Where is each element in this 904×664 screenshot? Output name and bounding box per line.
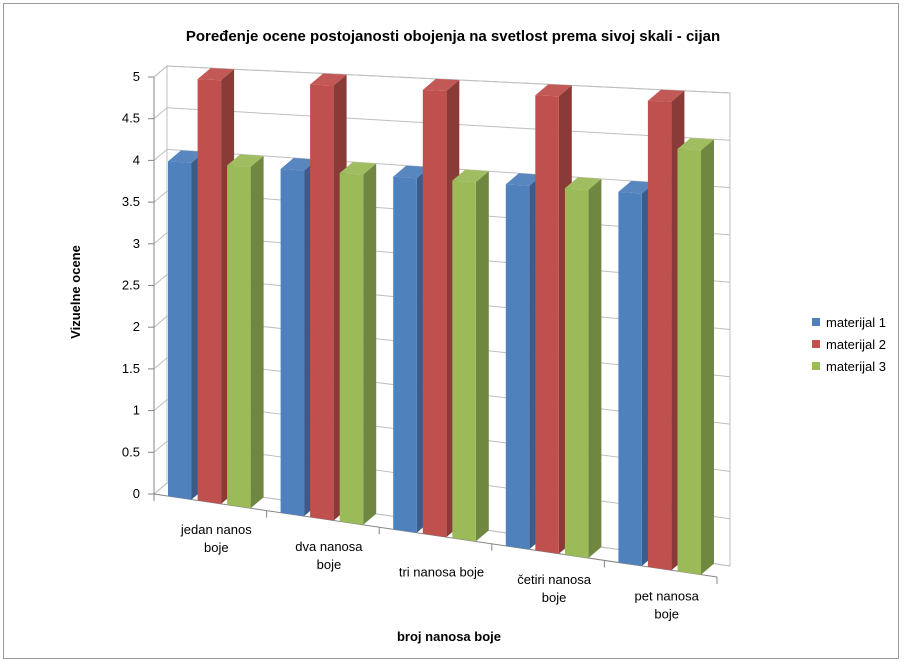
bar-group [393,78,489,542]
bars [168,68,714,575]
bar [227,154,264,509]
bar-top-face [618,180,655,194]
bar-top-face [422,78,460,91]
y-tick-label: 0 [133,486,140,501]
legend-item: materijal 2 [812,337,886,352]
bar-side-face [363,163,377,525]
y-tick-label: 5 [133,69,140,84]
bar-front-face [422,89,447,538]
bar [452,169,489,542]
y-axis-ticks: 0 0.5 1 1.5 2 2.5 3 3.5 4 4.5 5 [122,69,155,501]
x-category-label: tri nanosa boje [399,564,484,579]
bar-group [618,89,714,575]
bar-front-face [535,95,559,554]
y-tick-label: 4 [133,152,140,167]
legend-label: materijal 2 [826,337,886,352]
bar-side-face [475,171,489,542]
bar-front-face [393,176,417,533]
bar-top-face [280,158,318,171]
bar-group [505,84,602,559]
gridline [153,65,731,94]
bar-side-face [250,156,264,509]
x-category-label: jedan nanos [180,522,252,537]
y-tick-label: 4.5 [122,111,140,126]
y-tick-label: 1 [133,403,140,418]
bar-group [280,73,377,525]
bar [677,138,714,575]
bar-top-face [452,169,489,183]
bar-front-face [197,79,222,504]
legend-swatch [812,318,820,326]
bar-top-face [677,138,714,151]
legend-label: materijal 3 [826,359,886,374]
legend-item: materijal 3 [812,359,886,374]
legend-swatch [812,362,820,370]
x-category-label: pet nanosa [635,589,700,604]
bar-top-face [339,162,377,175]
bar-front-face [227,165,251,509]
legend-item: materijal 1 [812,315,886,330]
legend: materijal 1 materijal 2 materijal 3 [812,315,886,374]
bar-front-face [168,161,192,500]
bar-front-face [647,100,672,571]
y-tick-label: 2.5 [122,278,140,293]
bar-top-face [564,177,602,190]
x-category-label: dva nanosa [295,539,363,554]
bar-front-face [310,84,334,521]
bar-top-face [535,84,572,97]
x-category-label: četiri nanosa [517,572,591,587]
bar-top-face [647,89,685,102]
y-tick-label: 3 [133,236,140,251]
x-axis-title: broj nanosa boje [397,629,501,644]
bar-front-face [280,169,305,517]
x-category-label: boje [204,540,229,555]
bar-top-face [227,154,264,167]
bar [564,177,602,559]
y-tick-label: 3.5 [122,194,140,209]
chart-title: Poređenje ocene postojanosti obojenja na… [186,28,720,45]
x-category-label: boje [317,557,342,572]
x-axis-categories: jedan nanos boje dva nanosa boje tri nanosa … [180,522,700,621]
bar-top-face [197,68,235,81]
bar-front-face [339,173,364,525]
x-category-label: boje [654,607,679,622]
bar-front-face [618,191,642,566]
bar-front-face [677,149,701,575]
bar-chart: Poređenje ocene postojanosti obojenja na… [68,28,886,644]
x-category-label: boje [542,590,567,605]
y-tick-label: 2 [133,319,140,334]
legend-swatch [812,340,820,348]
y-axis-title: Vizuelne ocene [68,245,83,339]
bar-side-face [701,139,714,575]
bar-top-face [168,150,205,163]
bar-front-face [564,188,589,559]
chart-frame: Poređenje ocene postojanosti obojenja na… [3,3,899,659]
bar [339,162,377,525]
y-tick-label: 1.5 [122,361,140,376]
bar-top-face [393,165,430,179]
bar-top-face [505,173,543,186]
bar-front-face [505,184,530,550]
bar-side-face [588,178,602,558]
bar-group [168,68,264,509]
y-tick-label: 0.5 [122,444,140,459]
bar-front-face [452,180,476,542]
bar-top-face [310,73,347,86]
legend-label: materijal 1 [826,315,886,330]
